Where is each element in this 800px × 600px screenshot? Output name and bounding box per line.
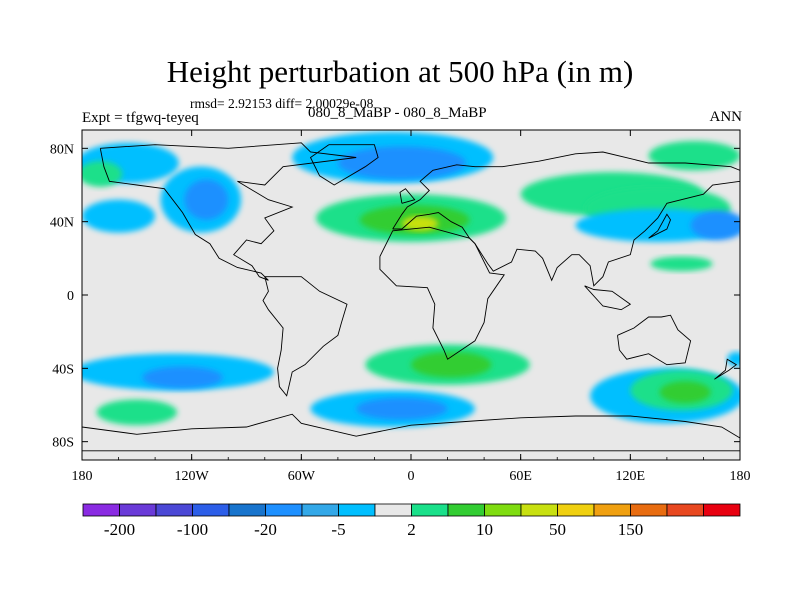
field-patch-3 xyxy=(184,179,229,220)
field-patch-15 xyxy=(650,256,713,272)
colorbar-swatch-12 xyxy=(520,503,558,517)
y-tick-label-2: 0 xyxy=(67,289,74,304)
coastline-7 xyxy=(714,358,738,380)
x-axis: 180 120W 60W 0 60E 120E 180 xyxy=(72,130,751,484)
x-tick-label-4: 60E xyxy=(509,469,532,484)
x-tick-label-3: 0 xyxy=(408,469,415,484)
x-tick-label-2: 60W xyxy=(288,469,316,484)
colorbar-swatch-1 xyxy=(119,503,157,517)
season-label: ANN xyxy=(709,109,743,125)
field-patch-27 xyxy=(226,311,231,316)
field-patch-22 xyxy=(356,397,448,420)
coastline-8 xyxy=(399,188,416,204)
field-patch-14 xyxy=(690,210,740,240)
colorbar: -200 -100 -20 -5 2 10 50 150 xyxy=(82,503,741,539)
colorbar-swatch-4 xyxy=(228,503,266,517)
y-tick-label-3: 40S xyxy=(52,362,74,377)
field-patch-1 xyxy=(82,161,123,187)
field-patch-18 xyxy=(96,399,178,426)
coastline-0 xyxy=(99,142,357,281)
y-tick-label-1: 40N xyxy=(50,216,74,231)
colorbar-swatch-17 xyxy=(703,503,741,517)
colorbar-label-1: -100 xyxy=(177,520,208,539)
colorbar-swatch-11 xyxy=(484,503,522,517)
field-patch-20 xyxy=(411,351,492,378)
colorbar-swatch-16 xyxy=(666,503,704,517)
colorbar-swatch-0 xyxy=(82,503,120,517)
colorbar-swatch-3 xyxy=(192,503,230,517)
colorbar-swatch-14 xyxy=(593,503,631,517)
chart-title: Height perturbation at 500 hPa (in m) xyxy=(166,54,634,89)
expt-label: Expt = tfgwq-teyeq xyxy=(82,110,199,126)
x-tick-label-5: 120E xyxy=(616,469,646,484)
colorbar-swatch-2 xyxy=(155,503,193,517)
colorbar-swatch-15 xyxy=(630,503,668,517)
x-tick-label-1: 120W xyxy=(175,469,210,484)
coastline-6 xyxy=(82,413,740,452)
x-tick-label-0: 180 xyxy=(72,469,93,484)
coastline-2 xyxy=(262,276,348,397)
colorbar-label-4: 2 xyxy=(407,520,416,539)
y-axis: 80N 40N 0 40S 80S xyxy=(50,142,740,451)
x-tick-label-6: 180 xyxy=(730,469,751,484)
y-tick-label-4: 80S xyxy=(52,436,74,451)
colorbar-label-0: -200 xyxy=(104,520,135,539)
coastline-1 xyxy=(309,144,379,186)
colorbar-swatch-6 xyxy=(301,503,339,517)
coastline-10 xyxy=(584,285,632,311)
field-patch-17 xyxy=(142,366,223,389)
colorbar-swatch-9 xyxy=(411,503,449,517)
colorbar-swatch-13 xyxy=(557,503,595,517)
y-tick-label-0: 80N xyxy=(50,142,74,157)
coastline-4 xyxy=(379,226,505,360)
colorbar-label-2: -20 xyxy=(254,520,277,539)
field-patch-25 xyxy=(659,381,711,404)
coastline-5 xyxy=(617,314,692,366)
stats-text: rmsd= 2.92153 diff= 2.00029e-08 xyxy=(190,96,374,111)
case-label: 080_8_MaBP - 080_8_MaBP xyxy=(308,105,487,121)
colorbar-swatch-7 xyxy=(338,503,376,517)
field-patch-26 xyxy=(727,351,740,367)
colorbar-label-6: 50 xyxy=(549,520,566,539)
field-patch-4 xyxy=(82,199,156,233)
coastline-layer xyxy=(82,142,740,452)
coastline-9 xyxy=(648,213,672,239)
colorbar-swatch-8 xyxy=(374,503,412,517)
colorbar-label-5: 10 xyxy=(476,520,493,539)
field-patch-6 xyxy=(337,146,466,180)
colorbar-swatch-10 xyxy=(447,503,485,517)
colorbar-label-3: -5 xyxy=(331,520,345,539)
colorbar-label-7: 150 xyxy=(618,520,644,539)
colorbar-swatch-5 xyxy=(265,503,303,517)
